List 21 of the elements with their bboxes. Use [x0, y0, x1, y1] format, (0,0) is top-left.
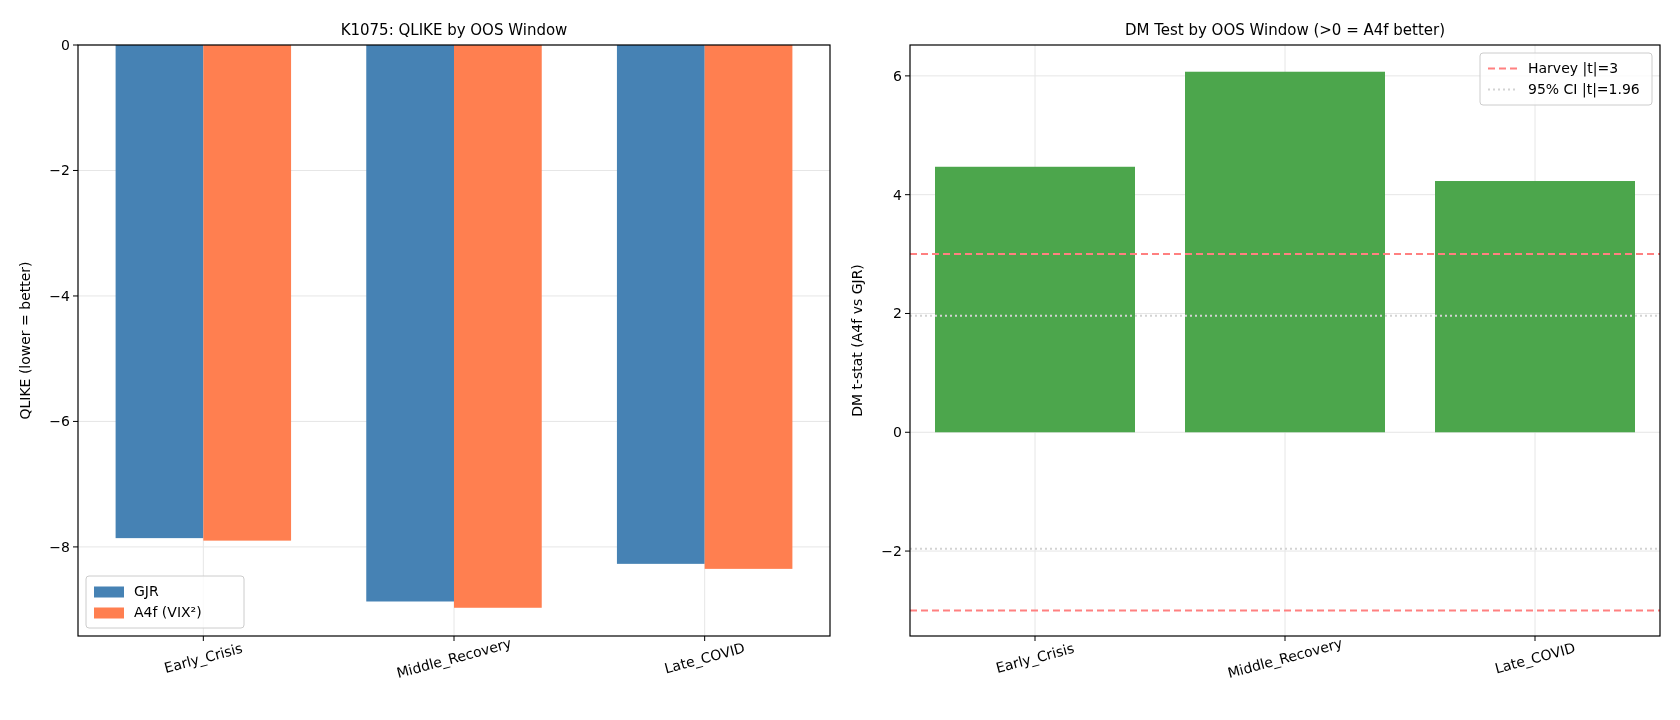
y-tick-label: 4 — [893, 186, 903, 203]
legend-label: 95% CI |t|=1.96 — [1528, 81, 1640, 99]
legend-label: GJR — [134, 583, 159, 600]
y-tick-label: −2 — [881, 542, 902, 559]
y-tick-label: 6 — [893, 67, 903, 84]
y-tick-label: −6 — [49, 413, 71, 430]
y-tick-label: −8 — [49, 538, 70, 555]
chart-title: DM Test by OOS Window (>0 = A4f better) — [1124, 21, 1446, 39]
y-tick-label: −4 — [49, 287, 71, 304]
y-axis-title: DM t-stat (A4f vs GJR) — [849, 264, 865, 417]
y-tick-label: 2 — [893, 305, 902, 322]
y-tick-label: 0 — [893, 424, 902, 441]
y-tick-label: −2 — [49, 162, 70, 179]
legend-label: Harvey |t|=3 — [1528, 60, 1619, 78]
legend-label: A4f (VIX²) — [134, 604, 202, 621]
bar — [1185, 71, 1385, 433]
y-tick-label: 0 — [61, 36, 70, 53]
chart-title: K1075: QLIKE by OOS Window — [340, 21, 568, 39]
bar — [1435, 181, 1635, 433]
y-axis-title: QLIKE (lower = better) — [17, 261, 33, 420]
bar — [935, 166, 1135, 433]
